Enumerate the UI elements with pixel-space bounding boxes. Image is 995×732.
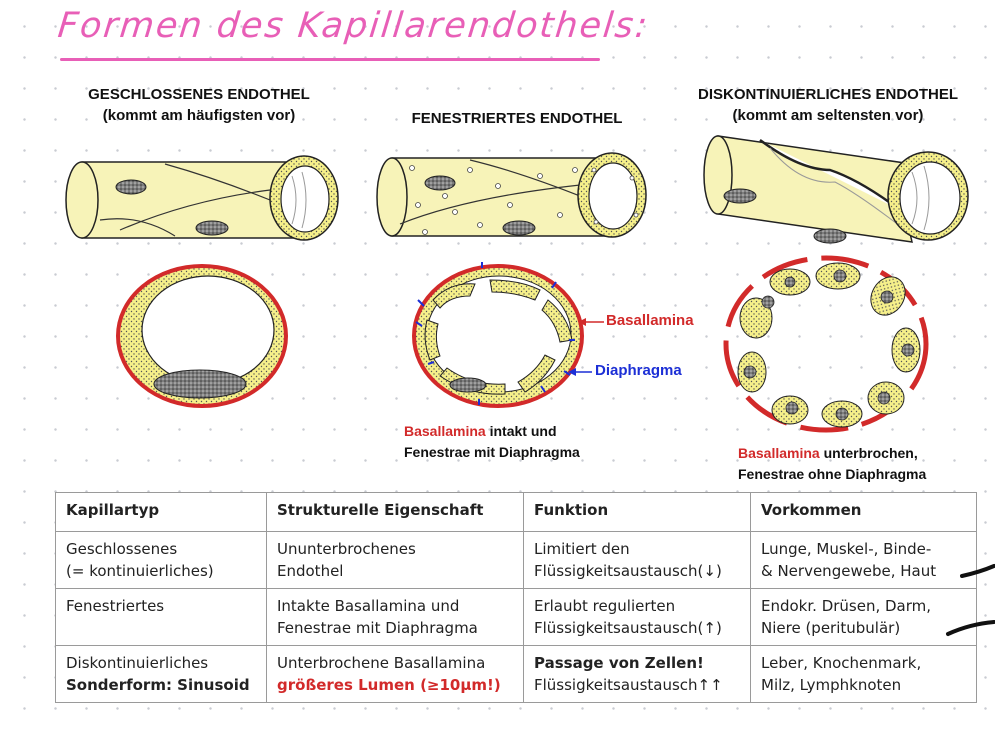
cell-line: Lunge, Muskel-, Binde- (761, 540, 932, 558)
diaphragma-label: Diaphragma (595, 362, 682, 379)
cell-line: größeres Lumen (≥10µm!) (277, 676, 501, 694)
col-header-funktion: Funktion (523, 492, 751, 532)
cell-eigenschaft: Ununterbrochenes Endothel (266, 531, 524, 589)
header-closed: GESCHLOSSENES ENDOTHEL (kommt am häufigs… (64, 84, 334, 126)
cell-line: Fenestriertes (66, 597, 165, 615)
fenestrated-caption-rest: intakt und (485, 423, 557, 439)
cell-line: Milz, Lymphknoten (761, 676, 902, 694)
cell-line: Flüssigkeitsaustausch↑↑ (534, 676, 723, 694)
cell-line: Niere (peritubulär) (761, 619, 901, 637)
capillary-table: Kapillartyp Strukturelle Eigenschaft Fun… (55, 492, 977, 703)
closed-tube (65, 155, 339, 241)
title-underline (60, 58, 600, 61)
cell-vorkommen: Lunge, Muskel-, Binde- & Nervengewebe, Ha… (750, 531, 977, 589)
discontinuous-caption-line1: Basallamina unterbrochen, (738, 443, 926, 464)
fenestrated-caption: Basallamina intakt und Fenestrae mit Dia… (404, 421, 580, 463)
header-closed-line2: (kommt am häufigsten vor) (102, 107, 296, 124)
cell-line: Geschlossenes (66, 540, 178, 558)
table-row: Geschlossenes (= kontinuierliches) Ununte… (55, 531, 977, 589)
discontinuous-caption-line2: Fenestrae ohne Diaphragma (738, 466, 927, 482)
cell-line: Ununterbrochenes (277, 540, 416, 558)
header-discont-line1: DISKONTINUIERLICHES ENDOTHEL (697, 86, 958, 103)
marker-strokes (946, 564, 995, 636)
cell-line: Intakte Basallamina und (277, 597, 460, 615)
fenestrated-caption-red: Basallamina (404, 423, 486, 439)
fenestrated-caption-line2: Fenestrae mit Diaphragma (404, 444, 580, 460)
cell-line: Flüssigkeitsaustausch(↓) (534, 562, 722, 580)
discontinuous-caption: Basallamina unterbrochen, Fenestrae ohne… (738, 443, 926, 485)
cell-line: Sonderform: Sinusoid (66, 676, 250, 694)
cell-line: Erlaubt regulierten (534, 597, 676, 615)
cell-line: Diskontinuierliches (66, 654, 209, 672)
header-discont-line2: (kommt am seltensten vor) (732, 107, 924, 124)
cell-vorkommen: Leber, Knochenmark, Milz, Lymphknoten (750, 645, 977, 703)
discontinuous-caption-red: Basallamina (738, 445, 820, 461)
cell-line: Endothel (277, 562, 344, 580)
cell-line: (= kontinuierliches) (66, 562, 214, 580)
table-row: Diskontinuierliches Sonderform: Sinusoid … (55, 645, 977, 703)
fenestrated-caption-line1: Basallamina intakt und (404, 421, 580, 442)
closed-cross-section (116, 264, 288, 408)
cell-funktion: Erlaubt regulierten Flüssigkeitsaustausch… (523, 588, 751, 646)
discontinuous-cross-section (723, 255, 929, 433)
cell-line: & Nervengewebe, Haut (761, 562, 937, 580)
header-fenestrated: FENESTRIERTES ENDOTHEL (411, 110, 623, 127)
cell-vorkommen: Endokr. Drüsen, Darm, Niere (peritubulär) (750, 588, 977, 646)
cell-eigenschaft: Unterbrochene Basallamina größeres Lumen … (266, 645, 524, 703)
cell-line: Endokr. Drüsen, Darm, (761, 597, 932, 615)
header-closed-line1: GESCHLOSSENES ENDOTHEL (88, 86, 310, 103)
header-discontinuous: DISKONTINUIERLICHES ENDOTHEL (kommt am s… (668, 84, 988, 126)
cell-line: Flüssigkeitsaustausch(↑) (534, 619, 722, 637)
fenestrated-cross-section (412, 262, 584, 408)
cell-typ: Fenestriertes (55, 588, 267, 646)
basallamina-label: Basallamina (606, 312, 694, 329)
cell-typ: Diskontinuierliches Sonderform: Sinusoid (55, 645, 267, 703)
cell-line: Limitiert den (534, 540, 630, 558)
table-header-row: Kapillartyp Strukturelle Eigenschaft Fun… (55, 492, 977, 532)
cell-funktion: Limitiert den Flüssigkeitsaustausch(↓) (523, 531, 751, 589)
table-row: Fenestriertes Intakte Basallamina und Fen… (55, 588, 977, 646)
fenestrated-tube (376, 152, 647, 238)
cell-typ: Geschlossenes (= kontinuierliches) (55, 531, 267, 589)
capillary-diagrams (65, 135, 969, 433)
col-header-eigenschaft: Strukturelle Eigenschaft (266, 492, 524, 532)
col-header-vorkommen: Vorkommen (750, 492, 977, 532)
cell-line: Leber, Knochenmark, (761, 654, 922, 672)
cell-line: Fenestrae mit Diaphragma (277, 619, 478, 637)
discontinuous-tube (703, 135, 969, 244)
cell-line: Unterbrochene Basallamina (277, 654, 486, 672)
cell-line: Passage von Zellen! (534, 654, 704, 672)
discontinuous-caption-rest: unterbrochen, (819, 445, 918, 461)
col-header-kapillartyp: Kapillartyp (55, 492, 267, 532)
cell-funktion: Passage von Zellen! Flüssigkeitsaustausch… (523, 645, 751, 703)
cell-eigenschaft: Intakte Basallamina und Fenestrae mit Dia… (266, 588, 524, 646)
